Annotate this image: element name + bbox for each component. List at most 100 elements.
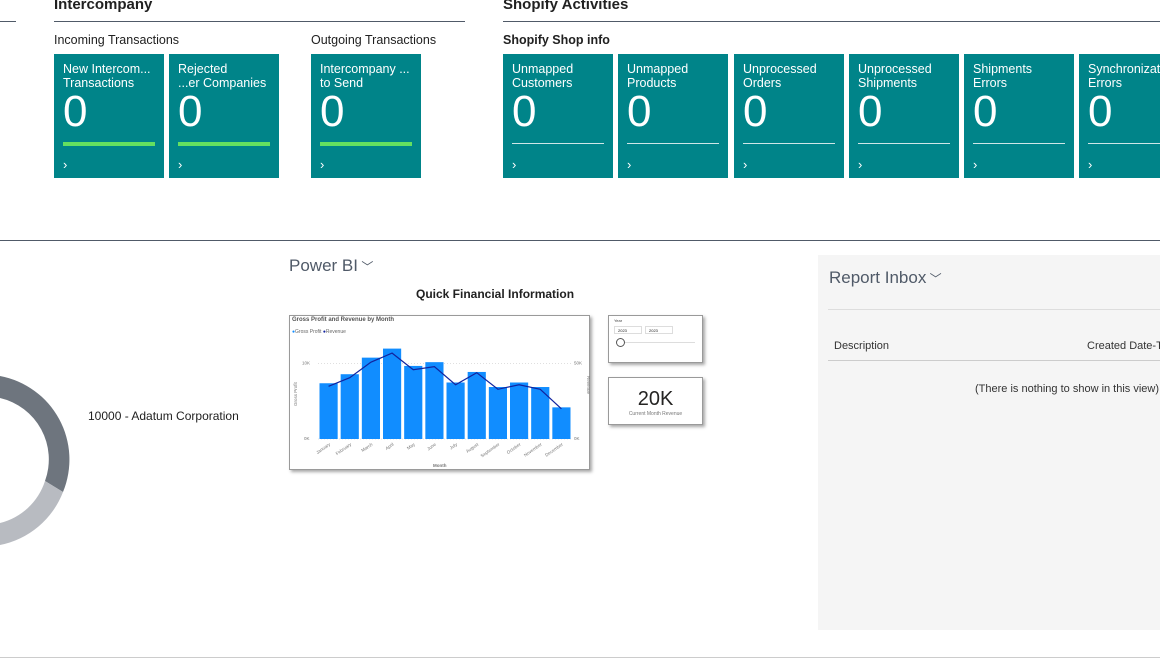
bar-gross-profit-june (425, 362, 444, 439)
tile-value: 0 (627, 87, 652, 136)
tile-indicator-bar (512, 143, 604, 144)
tile-title: Unprocessed Orders (743, 62, 817, 90)
x-tick-label: January (315, 441, 332, 455)
shopify-tile[interactable]: Unprocessed Shipments 0 › (849, 54, 959, 178)
chevron-right-icon: › (178, 157, 183, 172)
chevron-right-icon: › (63, 157, 68, 172)
intercompany-title: Intercompany (54, 0, 153, 13)
x-tick-label: August (465, 441, 480, 454)
tile-title: New Intercom... Transactions (63, 62, 151, 90)
powerbi-title[interactable]: Power BI ﹀ (289, 256, 373, 276)
intercompany-tile[interactable]: Intercompany ... to Send 0 › (311, 54, 421, 178)
shopify-tile[interactable]: Unmapped Customers 0 › (503, 54, 613, 178)
x-tick-label: June (426, 441, 437, 451)
chevron-right-icon: › (627, 157, 632, 172)
tile-title: Unmapped Products (627, 62, 689, 90)
tile-indicator-bar (973, 143, 1065, 144)
tile-value: 0 (512, 87, 537, 136)
column-header-created-date[interactable]: Created Date-T (1087, 340, 1160, 352)
divider (0, 21, 16, 22)
slider-track (621, 342, 695, 343)
chevron-down-icon: ﹀ (357, 260, 374, 274)
report-inbox-title-text: Report Inbox (829, 268, 927, 287)
powerbi-title-text: Power BI (289, 256, 358, 275)
incoming-label: Incoming Transactions (54, 33, 180, 47)
donut-segment-dark (0, 376, 70, 492)
intercompany-tile[interactable]: Rejected ...er Companies 0 › (169, 54, 279, 178)
shopify-tile[interactable]: Shipments Errors 0 › (964, 54, 1074, 178)
x-axis-title: Month (433, 463, 447, 468)
kpi-card: 20K Current Month Revenue (608, 377, 703, 425)
tile-value: 0 (743, 87, 768, 136)
bar-gross-profit-february (340, 374, 359, 439)
tile-title: Unmapped Customers (512, 62, 574, 90)
bar-gross-profit-may (404, 365, 423, 439)
chart-legend: ●Gross Profit ●Revenue (292, 329, 346, 335)
chevron-right-icon: › (320, 157, 325, 172)
y-tick-label: 0K (304, 436, 310, 441)
donut-legend-label: 10000 - Adatum Corporation (88, 409, 239, 423)
bar-gross-profit-april (383, 348, 402, 439)
empty-message: (There is nothing to show in this view) (975, 383, 1160, 395)
tile-value: 0 (973, 87, 998, 136)
donut-segment-light (0, 481, 63, 545)
shopify-title: Shopify Activities (503, 0, 629, 13)
y-tick-label: 10K (302, 361, 310, 366)
bar-gross-profit-november (531, 387, 550, 439)
shopify-tile[interactable]: Unmapped Products 0 › (618, 54, 728, 178)
bar-gross-profit-december (552, 407, 571, 439)
intercompany-tile[interactable]: New Intercom... Transactions 0 › (54, 54, 164, 178)
tile-value: 0 (63, 87, 88, 136)
donut-chart (0, 376, 70, 545)
y-axis-title: Gross Profit (293, 381, 298, 406)
slicer-to-input[interactable]: 2023 (645, 326, 673, 334)
chevron-right-icon: › (1088, 157, 1093, 172)
chart-plot: 10K 0K 50K 0K January February March April May Ju… (293, 348, 591, 468)
chevron-right-icon: › (743, 157, 748, 172)
bar-gross-profit-october (510, 382, 529, 439)
slicer-from-input[interactable]: 2023 (614, 326, 642, 334)
tile-indicator-bar (858, 143, 950, 144)
slider-handle[interactable] (616, 338, 625, 347)
report-inbox-title[interactable]: Report Inbox ﹀ (829, 268, 942, 288)
chart-title: Gross Profit and Revenue by Month (292, 317, 395, 323)
tile-value: 0 (320, 87, 345, 136)
year-slicer[interactable]: Year 2023 2023 (608, 315, 703, 363)
x-tick-label: March (360, 441, 374, 453)
x-tick-label: April (384, 442, 394, 451)
kpi-label: Current Month Revenue (628, 411, 683, 417)
tile-title: Intercompany ... to Send (320, 62, 410, 90)
y2-tick-label: 50K (574, 361, 582, 366)
chart-visual[interactable]: Gross Profit and Revenue by Month ●Gross… (289, 315, 591, 470)
slicer-label: Year (614, 318, 623, 323)
bar-gross-profit-january (319, 383, 338, 439)
tile-title: Unprocessed Shipments (858, 62, 932, 90)
tile-indicator-bar (1088, 143, 1160, 144)
report-title: Quick Financial Information (416, 287, 575, 301)
chevron-right-icon: › (973, 157, 978, 172)
section-divider (0, 240, 1160, 241)
column-header-description[interactable]: Description (834, 340, 890, 352)
x-tick-label: May (406, 441, 416, 450)
x-tick-label: February (335, 441, 353, 456)
line-revenue (328, 352, 562, 410)
tile-indicator-bar (320, 142, 412, 146)
tile-indicator-bar (178, 142, 270, 146)
bar-gross-profit-july (446, 382, 465, 439)
y2-tick-label: 0K (574, 436, 580, 441)
divider (503, 21, 1160, 22)
x-tick-label: November (523, 441, 543, 457)
tile-title: Synchronizati Errors (1088, 62, 1160, 90)
tile-value: 0 (1088, 87, 1113, 136)
divider (828, 309, 1160, 310)
tile-indicator-bar (627, 143, 719, 144)
shopify-tile[interactable]: Synchronizati Errors 0 › (1079, 54, 1160, 178)
tile-title: Rejected ...er Companies (178, 62, 267, 90)
shopify-tile[interactable]: Unprocessed Orders 0 › (734, 54, 844, 178)
chevron-down-icon: ﹀ (926, 272, 942, 286)
chevron-right-icon: › (512, 157, 517, 172)
x-tick-label: July (449, 441, 459, 450)
divider (54, 21, 465, 22)
tile-value: 0 (858, 87, 883, 136)
bar-gross-profit-august (467, 371, 486, 439)
